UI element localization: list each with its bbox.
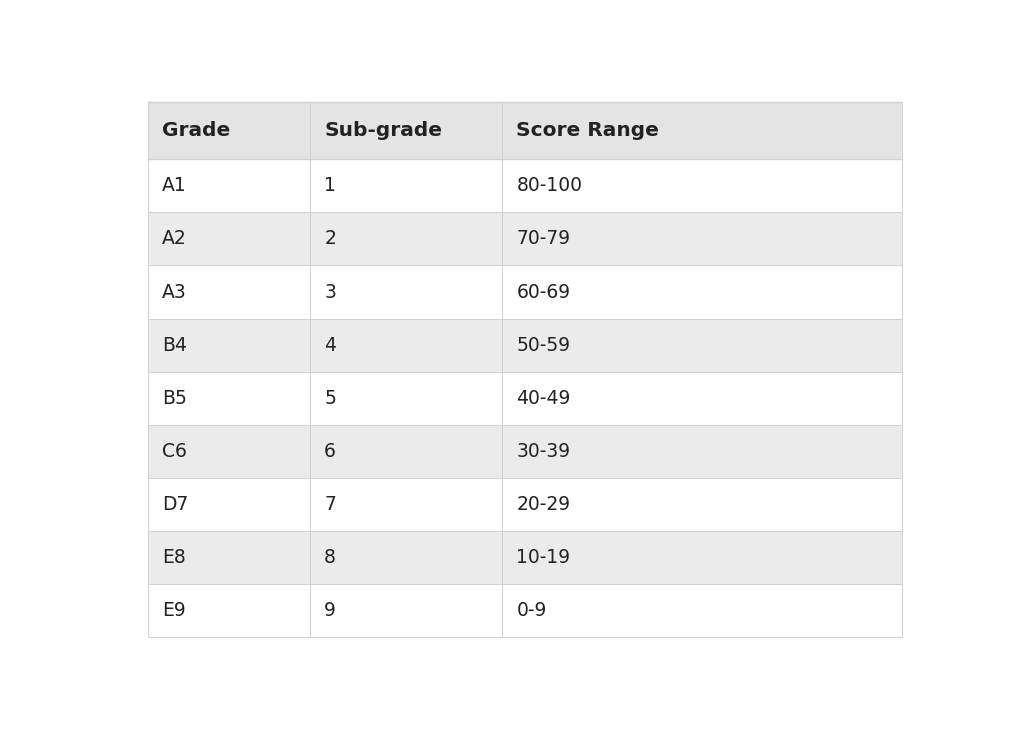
Text: B5: B5	[162, 389, 187, 408]
Bar	[310, 372, 502, 425]
Bar	[147, 425, 310, 478]
Bar	[502, 425, 902, 478]
Bar	[502, 531, 902, 584]
Text: 2: 2	[325, 229, 336, 248]
Bar	[310, 584, 502, 638]
Text: Grade: Grade	[162, 121, 230, 140]
Bar	[310, 160, 502, 212]
Text: 0-9: 0-9	[516, 601, 547, 620]
Bar	[310, 531, 502, 584]
Text: Score Range: Score Range	[516, 121, 659, 140]
Text: 9: 9	[325, 601, 336, 620]
Bar	[147, 160, 310, 212]
Bar	[310, 212, 502, 266]
Bar	[147, 212, 310, 266]
Text: 8: 8	[325, 548, 336, 567]
Bar	[502, 372, 902, 425]
Text: 5: 5	[325, 389, 336, 408]
Text: 30-39: 30-39	[516, 442, 570, 461]
Text: B4: B4	[162, 336, 187, 355]
Text: 4: 4	[325, 336, 336, 355]
Text: E8: E8	[162, 548, 186, 567]
Text: A1: A1	[162, 176, 186, 195]
Bar	[502, 212, 902, 266]
Bar	[502, 318, 902, 372]
Text: 70-79: 70-79	[516, 229, 570, 248]
Text: Sub-grade: Sub-grade	[325, 121, 442, 140]
Bar	[502, 478, 902, 531]
Text: 7: 7	[325, 495, 336, 514]
Text: C6: C6	[162, 442, 187, 461]
Bar	[147, 372, 310, 425]
Bar	[310, 425, 502, 478]
Bar	[147, 531, 310, 584]
Text: 20-29: 20-29	[516, 495, 570, 514]
Text: A2: A2	[162, 229, 186, 248]
Text: 3: 3	[325, 283, 336, 302]
Text: E9: E9	[162, 601, 186, 620]
Bar	[310, 478, 502, 531]
Bar	[502, 584, 902, 638]
Text: 80-100: 80-100	[516, 176, 583, 195]
Text: 6: 6	[325, 442, 336, 461]
Text: 10-19: 10-19	[516, 548, 570, 567]
Text: 50-59: 50-59	[516, 336, 570, 355]
Bar	[147, 318, 310, 372]
Bar	[147, 478, 310, 531]
Bar	[310, 318, 502, 372]
Bar	[147, 266, 310, 318]
Text: 60-69: 60-69	[516, 283, 570, 302]
Bar	[502, 266, 902, 318]
Text: 40-49: 40-49	[516, 389, 570, 408]
Bar	[147, 584, 310, 638]
Text: 1: 1	[325, 176, 336, 195]
Bar	[310, 266, 502, 318]
Bar	[502, 160, 902, 212]
Text: D7: D7	[162, 495, 188, 514]
Text: A3: A3	[162, 283, 186, 302]
Bar	[147, 102, 902, 160]
